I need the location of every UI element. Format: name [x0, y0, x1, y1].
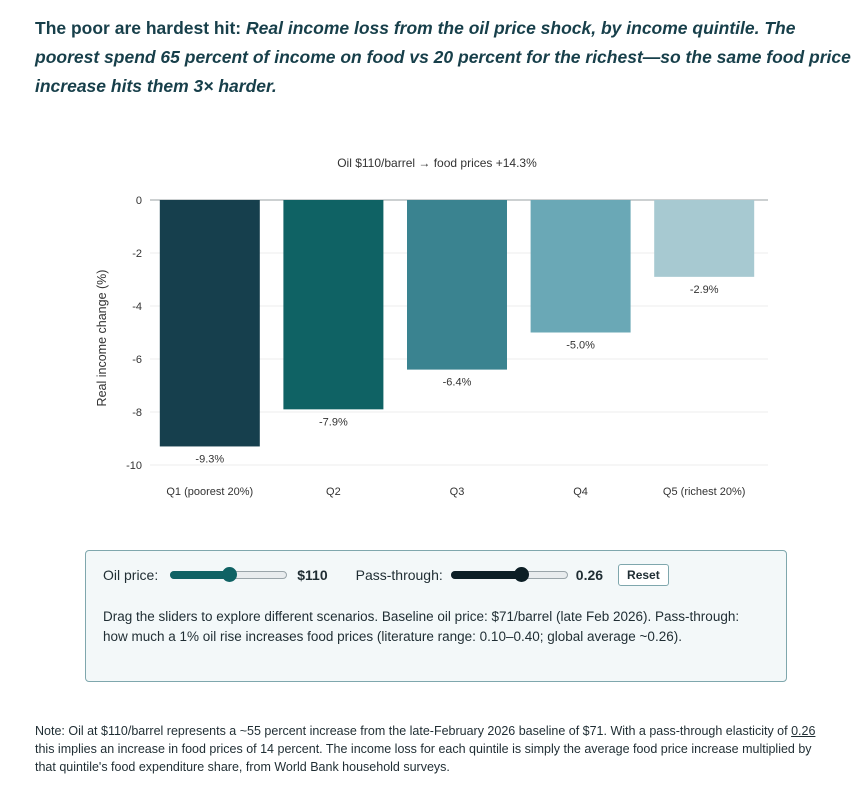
bar-value-label: -9.3%	[195, 453, 224, 465]
oil-price-value: $110	[297, 567, 328, 583]
y-tick-label: -4	[132, 301, 142, 313]
footnote: Note: Oil at $110/barrel represents a ~5…	[35, 722, 835, 776]
oil-slider-thumb[interactable]	[221, 567, 237, 582]
y-tick-label: -2	[132, 248, 142, 260]
reset-button[interactable]: Reset	[618, 564, 669, 586]
x-category-label: Q5 (richest 20%)	[663, 486, 746, 498]
headline-subtitle: Real income loss from the oil price shoc…	[35, 18, 851, 96]
bar-chart: Oil $110/barrel → food prices +14.3% Rea…	[95, 156, 768, 498]
y-tick-label: -8	[132, 407, 142, 419]
x-category-label: Q4	[573, 486, 588, 498]
bar-1[interactable]	[159, 200, 260, 447]
pass-through-slider[interactable]	[450, 567, 568, 582]
chart-headline: The poor are hardest hit: Real income lo…	[35, 14, 855, 101]
x-category-label: Q2	[326, 486, 341, 498]
oil-slider-fill	[170, 571, 229, 579]
pass-slider-fill	[450, 571, 521, 579]
pass-through-label: Pass-through:	[355, 567, 443, 583]
footnote-part1: Note: Oil at $110/barrel represents a ~5…	[35, 724, 792, 738]
y-tick-label: 0	[136, 195, 142, 207]
slider-help-text: Drag the sliders to explore different sc…	[103, 609, 740, 644]
y-tick-label: -10	[126, 460, 142, 472]
footnote-elasticity: 0.26	[791, 724, 816, 738]
x-category-label: Q3	[450, 486, 465, 498]
bar-value-label: -2.9%	[690, 284, 719, 296]
pass-through-value: 0.26	[575, 567, 604, 583]
bar-2[interactable]	[283, 200, 384, 410]
oil-price-label: Oil price:	[103, 567, 159, 583]
bar-value-label: -6.4%	[443, 377, 472, 389]
oil-price-slider[interactable]	[170, 567, 288, 582]
bar-4[interactable]	[530, 200, 631, 333]
chart-title: Oil $110/barrel → food prices +14.3%	[337, 156, 537, 170]
scenario-controls: Oil price: $110 Pass-through: 0.26 Reset…	[85, 550, 787, 682]
pass-slider-thumb[interactable]	[513, 567, 529, 582]
y-tick-label: -6	[132, 354, 142, 366]
bar-3[interactable]	[407, 200, 507, 370]
slider-row: Oil price: $110 Pass-through: 0.26 Reset	[103, 564, 669, 586]
headline-lead: The poor are hardest hit:	[35, 18, 242, 38]
bar-value-label: -7.9%	[319, 416, 348, 428]
y-axis-title: Real income change (%)	[95, 270, 109, 407]
bar-value-label: -5.0%	[566, 340, 595, 352]
bar-5[interactable]	[654, 200, 755, 277]
footnote-part2: this implies an increase in food prices …	[35, 742, 812, 774]
x-category-label: Q1 (poorest 20%)	[166, 486, 253, 498]
